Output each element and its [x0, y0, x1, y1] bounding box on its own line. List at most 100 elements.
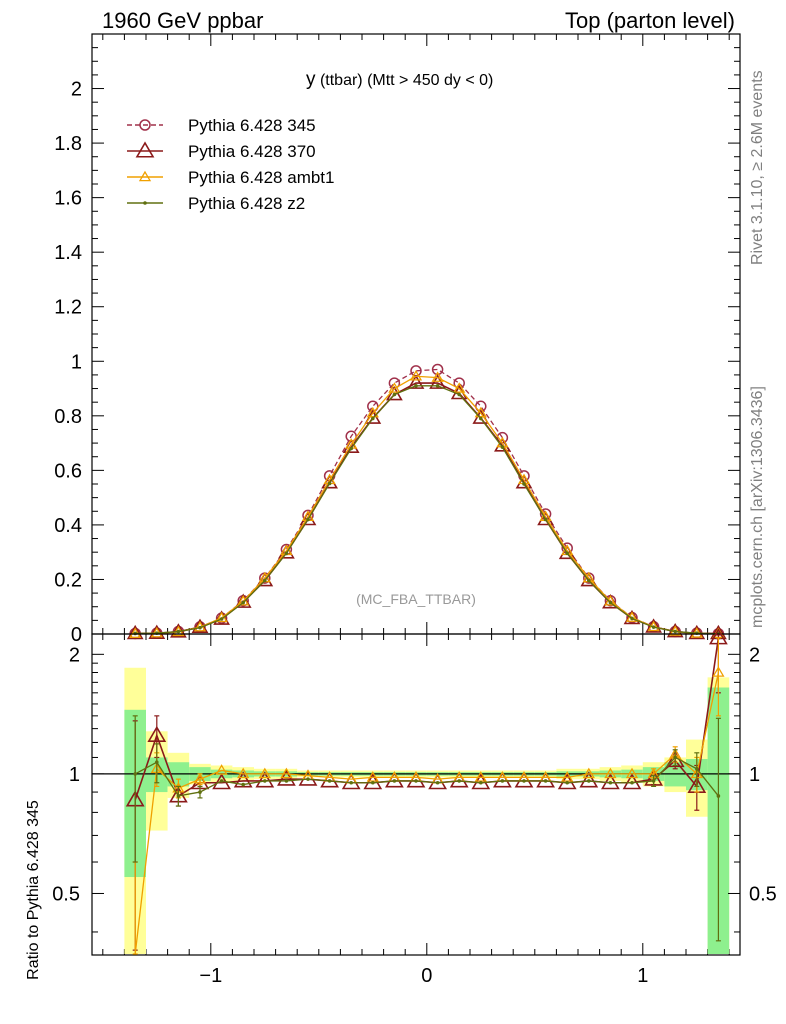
legend-item-p345: Pythia 6.428 345	[127, 116, 316, 135]
data-point-z2	[587, 578, 591, 583]
ratio-series-z2	[132, 715, 721, 942]
data-point-ambt1	[712, 666, 725, 677]
data-point-p370	[255, 771, 275, 788]
data-point-z2	[371, 416, 375, 421]
data-point-z2	[263, 779, 267, 783]
data-point-p370	[148, 624, 166, 640]
data-point-z2	[392, 392, 397, 397]
data-point-p370	[622, 773, 642, 790]
ratio-y-tick-label: 0.5	[52, 883, 80, 905]
data-point-z2	[630, 780, 634, 785]
data-point-z2	[414, 779, 418, 783]
data-point-z2	[263, 578, 267, 583]
data-point-z2	[673, 755, 677, 760]
data-point-z2	[306, 517, 310, 522]
data-point-ambt1	[453, 382, 466, 393]
series-line-ambt1	[135, 375, 719, 635]
x-tick-label: 1	[637, 965, 648, 987]
data-point-z2	[219, 779, 224, 783]
data-point-z2	[522, 482, 526, 486]
data-point-z2	[695, 766, 699, 771]
data-point-p370	[126, 624, 144, 640]
data-point-p370	[429, 374, 446, 389]
data-point-p345	[431, 363, 444, 376]
y-tick-label: 0.4	[54, 515, 82, 537]
data-point-p370	[601, 773, 620, 790]
mcplots-side-label: mcplots.cern.ch [arXiv:1306.3436]	[749, 386, 766, 628]
data-point-z2	[500, 445, 505, 449]
data-point-z2	[155, 760, 159, 765]
header-right: Top (parton level)	[565, 8, 735, 33]
data-point-ambt1	[604, 767, 617, 779]
ratio-y-tick-label-right: 1	[749, 764, 760, 786]
y-tick-label: 1	[71, 351, 82, 373]
data-point-p370	[135, 141, 155, 158]
legend-label-p370: Pythia 6.428 370	[188, 142, 316, 161]
data-point-z2	[219, 617, 224, 621]
data-point-z2	[673, 629, 677, 634]
data-point-ambt1	[625, 767, 639, 779]
ratio-y-tick-label: 2	[69, 644, 80, 666]
ratio-y-label: Ratio to Pythia 6.428 345	[25, 800, 42, 980]
data-point-z2	[327, 481, 332, 486]
data-point-z2	[241, 782, 245, 787]
data-point-z2	[284, 551, 289, 556]
data-point-z2	[198, 790, 202, 794]
data-point-z2	[435, 780, 440, 785]
rivet-side-label: Rivet 3.1.10, ≥ 2.6M events	[749, 70, 766, 265]
main-panel: 0 0.2 0.4 0.6 0.8 1 1.2 1.4 1.6 1.8 2	[54, 33, 741, 955]
legend-label-ambt1: Pythia 6.428 ambt1	[188, 168, 334, 187]
data-point-z2	[133, 772, 137, 776]
data-point-z2	[651, 779, 656, 783]
data-point-z2	[543, 517, 548, 522]
data-point-ambt1	[582, 767, 595, 779]
data-point-ambt1	[237, 767, 250, 779]
y-tick-label: 0.8	[54, 406, 82, 428]
legend: Pythia 6.428 345 Pythia 6.428 370 Pythia 6…	[127, 116, 334, 213]
y-tick-label: 1.6	[54, 188, 82, 210]
data-point-z2	[608, 780, 613, 785]
data-point-z2	[479, 416, 483, 421]
ratio-y-tick-label-right: 0.5	[749, 883, 777, 905]
data-point-ambt1	[215, 764, 228, 775]
data-point-z2	[349, 780, 354, 785]
series-line-p345	[135, 368, 719, 635]
y-tick-label: 1.4	[54, 242, 82, 264]
data-point-z2	[371, 780, 375, 785]
data-point-ambt1	[409, 369, 423, 381]
data-point-z2	[630, 616, 634, 621]
data-point-p370	[579, 771, 599, 788]
data-point-z2	[176, 794, 181, 798]
legend-item-p370: Pythia 6.428 370	[127, 141, 316, 161]
data-point-p345	[139, 119, 151, 131]
data-point-z2	[608, 600, 613, 605]
y-tick-label: 0.6	[54, 460, 82, 482]
data-point-z2	[198, 625, 202, 630]
data-point-z2	[565, 551, 569, 556]
series-z2	[133, 384, 721, 636]
data-point-z2	[327, 779, 332, 783]
data-point-z2	[241, 600, 245, 605]
y-tick-label: 1.8	[54, 133, 82, 155]
ratio-line-ambt1	[134, 672, 720, 955]
y-tick-label: 0	[71, 624, 82, 646]
data-point-z2	[284, 779, 289, 783]
ratio-frame	[91, 633, 741, 956]
legend-item-ambt1: Pythia 6.428 ambt1	[127, 168, 334, 187]
data-point-z2	[716, 794, 721, 798]
data-point-ambt1	[431, 371, 444, 382]
data-point-z2	[651, 625, 656, 629]
data-point-ambt1	[138, 170, 152, 182]
ratio-line-z2	[134, 756, 719, 797]
data-point-z2	[306, 777, 310, 781]
x-tick-label: −1	[199, 965, 222, 987]
data-point-z2	[565, 780, 569, 785]
y-tick-label: 0.2	[54, 569, 82, 591]
legend-item-z2: Pythia 6.428 z2	[127, 194, 305, 213]
data-point-p370	[233, 771, 253, 788]
legend-label-z2: Pythia 6.428 z2	[188, 194, 305, 213]
data-point-z2	[143, 201, 147, 205]
data-point-ambt1	[193, 772, 207, 784]
data-point-z2	[587, 779, 591, 783]
